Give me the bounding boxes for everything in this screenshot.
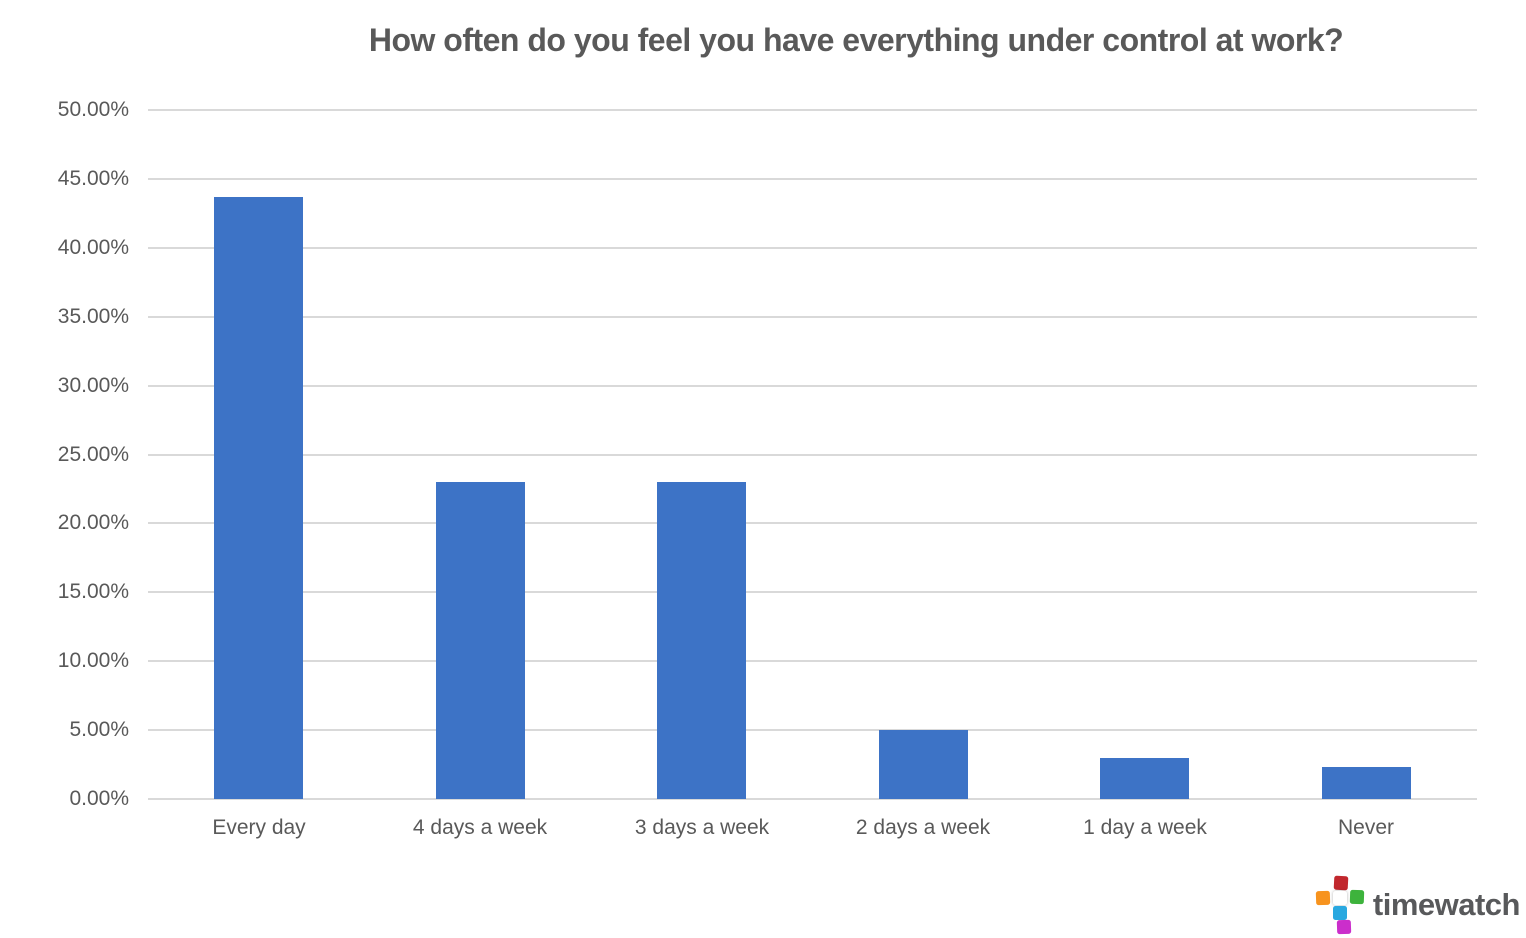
bar-1-day-a-week (1100, 758, 1189, 799)
gridline (148, 660, 1477, 663)
y-axis: 0.00% 5.00% 10.00% 15.00% 20.00% 25.00% 30.00%… (0, 98, 148, 810)
y-tick-label: 20.00% (57, 511, 129, 535)
gridline (148, 729, 1477, 732)
gridline (148, 384, 1477, 387)
bar-every-day (214, 197, 303, 799)
gridline (148, 798, 1477, 800)
logo-square-magenta (1336, 919, 1352, 935)
gridline (148, 246, 1477, 249)
y-tick-label: 10.00% (57, 649, 129, 673)
x-tick-label: Never (1337, 816, 1395, 839)
gridline (148, 522, 1477, 525)
y-tick-label: 45.00% (57, 166, 129, 190)
y-tick-label: 15.00% (57, 580, 129, 604)
bar-never (1322, 767, 1411, 799)
bar-2-days-a-week (879, 730, 968, 799)
plot-area (148, 109, 1477, 800)
logo-square-blue (1332, 906, 1347, 920)
timewatch-logo-text: timewatch (1372, 887, 1521, 922)
y-tick-label: 25.00% (57, 442, 129, 466)
bar-3-days-a-week (657, 482, 746, 799)
y-tick-label: 35.00% (57, 304, 129, 328)
logo-square-orange (1315, 890, 1331, 906)
gridline (148, 109, 1477, 111)
gridline (148, 177, 1477, 180)
y-tick-label: 40.00% (57, 235, 129, 259)
timewatch-logo: timewatch (1315, 875, 1521, 935)
x-tick-label: 2 days a week (855, 816, 991, 839)
x-axis: Every day 4 days a week 3 days a week 2 day… (148, 816, 1477, 848)
logo-square-green (1349, 889, 1365, 905)
x-tick-label: 4 days a week (412, 816, 548, 839)
timewatch-squares-icon (1315, 875, 1365, 935)
x-tick-label: 3 days a week (634, 816, 770, 839)
y-tick-label: 0.00% (69, 787, 129, 810)
x-tick-label: 1 day a week (1083, 816, 1207, 839)
x-tick-label: Every day (212, 816, 306, 839)
y-tick-label: 5.00% (69, 718, 129, 742)
chart-title: How often do you feel you have everythin… (368, 22, 1344, 58)
logo-square-red (1333, 875, 1349, 891)
gridline (148, 591, 1477, 594)
y-tick-label: 50.00% (57, 98, 129, 121)
bar-4-days-a-week (436, 482, 525, 799)
logo-square-white (1332, 891, 1347, 905)
y-tick-label: 30.00% (57, 373, 129, 397)
gridline (148, 453, 1477, 456)
gridline (148, 315, 1477, 318)
